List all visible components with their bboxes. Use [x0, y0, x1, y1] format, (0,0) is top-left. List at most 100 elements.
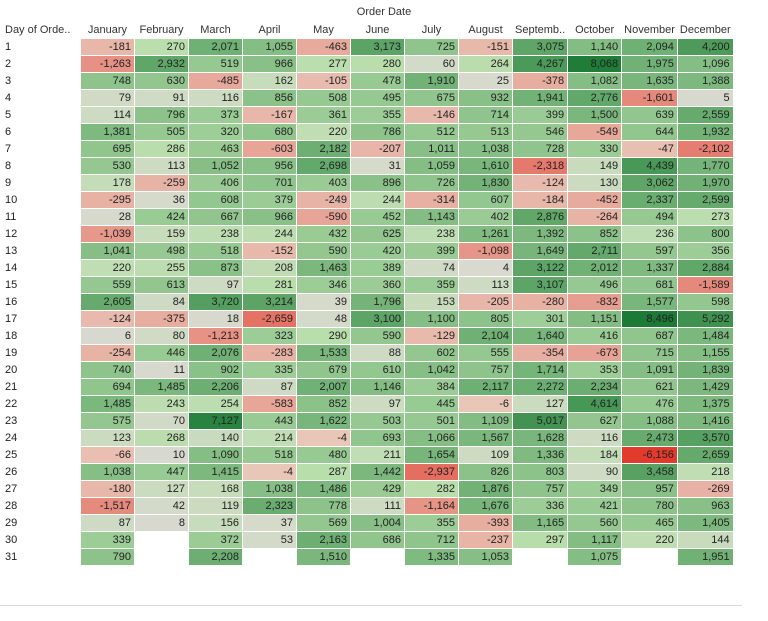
heatmap-cell: 687: [622, 328, 677, 344]
heatmap-cell: 218: [677, 464, 733, 480]
heatmap-cell: 498: [135, 243, 188, 259]
heatmap-cell: 518: [243, 447, 296, 463]
heatmap-cell: 693: [351, 430, 404, 446]
heatmap-cell: 159: [135, 226, 188, 242]
column-title: Order Date: [0, 4, 768, 20]
heatmap-cell: 3,570: [677, 430, 733, 446]
heatmap-cell: 1,830: [459, 175, 512, 191]
heatmap-cell: 1,042: [405, 362, 458, 378]
heatmap-cell: 627: [568, 413, 622, 429]
heatmap-cell: 74: [405, 260, 458, 276]
heatmap-cell: 268: [135, 430, 188, 446]
heatmap-cell: 421: [568, 498, 622, 514]
heatmap-cell: 610: [351, 362, 404, 378]
heatmap-cell: 1,485: [81, 396, 134, 412]
heatmap-cell: 712: [405, 532, 458, 548]
heatmap-cell: 356: [677, 243, 733, 259]
heatmap-cell: 2,605: [81, 294, 134, 310]
row-label: 20: [1, 362, 80, 378]
heatmap-cell: 1,335: [405, 549, 458, 565]
heatmap-cell: -259: [135, 175, 188, 191]
row-label: 27: [1, 481, 80, 497]
table-row: 19 -254 446 2,076 -283 1,533 88 602 555 -354 -673 7…: [1, 345, 733, 361]
heatmap-cell: 1,096: [677, 56, 733, 72]
heatmap-cell: 330: [568, 141, 622, 157]
heatmap-cell: -378: [513, 73, 568, 89]
heatmap-cell: 852: [568, 226, 622, 242]
heatmap-cell: 757: [459, 362, 512, 378]
heatmap-cell: -167: [243, 107, 296, 123]
table-row: 17 -124 -375 18 -2,659 48 3,100 1,100 805 301 1,15…: [1, 311, 733, 327]
heatmap-cell: 1,970: [677, 175, 733, 191]
heatmap-cell: 287: [297, 464, 350, 480]
heatmap-cell: 80: [135, 328, 188, 344]
row-label: 24: [1, 430, 80, 446]
heatmap-cell: 84: [135, 294, 188, 310]
heatmap-cell: 270: [135, 39, 188, 55]
heatmap-cell: 87: [243, 379, 296, 395]
table-row: 26 1,038 447 1,415 -4 287 1,442 -2,937 826 803 90 3…: [1, 464, 733, 480]
heatmap-cell: -47: [622, 141, 677, 157]
heatmap-cell: 399: [513, 107, 568, 123]
row-label: 18: [1, 328, 80, 344]
heatmap-cell: 2,272: [513, 379, 568, 395]
heatmap-cell: -4: [243, 464, 296, 480]
heatmap-cell: 1,038: [243, 481, 296, 497]
heatmap-cell: 1,038: [81, 464, 134, 480]
heatmap-cell: 1,052: [189, 158, 242, 174]
table-row: 7 695 286 463 -603 2,182 -207 1,011 1,038 728 330-…: [1, 141, 733, 157]
heatmap-cell: 1,090: [189, 447, 242, 463]
heatmap-cell: 42: [135, 498, 188, 514]
heatmap-cell: 602: [405, 345, 458, 361]
row-label: 15: [1, 277, 80, 293]
heatmap-cell: 2,163: [297, 532, 350, 548]
row-label: 6: [1, 124, 80, 140]
heatmap-cell: 803: [513, 464, 568, 480]
column-header: April: [258, 24, 281, 36]
bottom-divider: [0, 605, 742, 606]
heatmap-cell: 162: [243, 73, 296, 89]
heatmap-cell: 31: [351, 158, 404, 174]
heatmap-cell: -393: [459, 515, 512, 531]
heatmap-cell: 3,458: [622, 464, 677, 480]
heatmap-cell: 2,206: [189, 379, 242, 395]
heatmap-cell: 3,075: [513, 39, 568, 55]
heatmap-cell: 399: [405, 243, 458, 259]
heatmap-cell: 220: [81, 260, 134, 276]
heatmap-cell: 243: [135, 396, 188, 412]
empty-cell: [135, 549, 188, 565]
table-row: 27 -180 127 168 1,038 1,486 429 282 1,876 757 349 9…: [1, 481, 733, 497]
table-row: 30 339 372 53 2,163 686 712 -237 297 1,117 220 144: [1, 532, 733, 548]
heatmap-cell: 11: [135, 362, 188, 378]
row-label: 5: [1, 107, 80, 123]
heatmap-cell: -2,937: [405, 464, 458, 480]
heatmap-cell: 1,610: [459, 158, 512, 174]
heatmap-cell: -583: [243, 396, 296, 412]
heatmap-cell: 91: [135, 90, 188, 106]
heatmap-cell: 530: [81, 158, 134, 174]
heatmap-cell: 695: [81, 141, 134, 157]
heatmap-cell: 1,416: [677, 413, 733, 429]
table-row: 10 -295 36 608 379 -249 244 -314 607 -184 -452 2,33…: [1, 192, 733, 208]
heatmap-cell: 1,075: [568, 549, 622, 565]
heatmap-cell: 2,007: [297, 379, 350, 395]
heatmap-cell: 1,676: [459, 498, 512, 514]
heatmap-cell: -314: [405, 192, 458, 208]
table-row: 24 123 268 140 214 -4 693 1,066 1,567 1,628 116 2,4…: [1, 430, 733, 446]
heatmap-cell: -181: [81, 39, 134, 55]
heatmap-cell: 2,711: [568, 243, 622, 259]
heatmap-cell: 1,140: [568, 39, 622, 55]
heatmap-cell: 70: [135, 413, 188, 429]
heatmap-cell: 8,496: [622, 311, 677, 327]
column-header: May: [313, 24, 334, 36]
table-row: 15 559 613 97 281 346 360 359 113 3,107 496 681 -1,5…: [1, 277, 733, 293]
heatmap-cell: 446: [135, 345, 188, 361]
table-row: 23 575 70 7,127 443 1,622 503 501 1,109 5,017 627 1…: [1, 413, 733, 429]
heatmap-cell: 681: [622, 277, 677, 293]
heatmap-cell: 2,876: [513, 209, 568, 225]
heatmap-cell: 2,659: [677, 447, 733, 463]
heatmap-cell: 79: [81, 90, 134, 106]
heatmap-cell: 790: [81, 549, 134, 565]
heatmap-cell: 1,640: [513, 328, 568, 344]
heatmap-cell: 8: [135, 515, 188, 531]
